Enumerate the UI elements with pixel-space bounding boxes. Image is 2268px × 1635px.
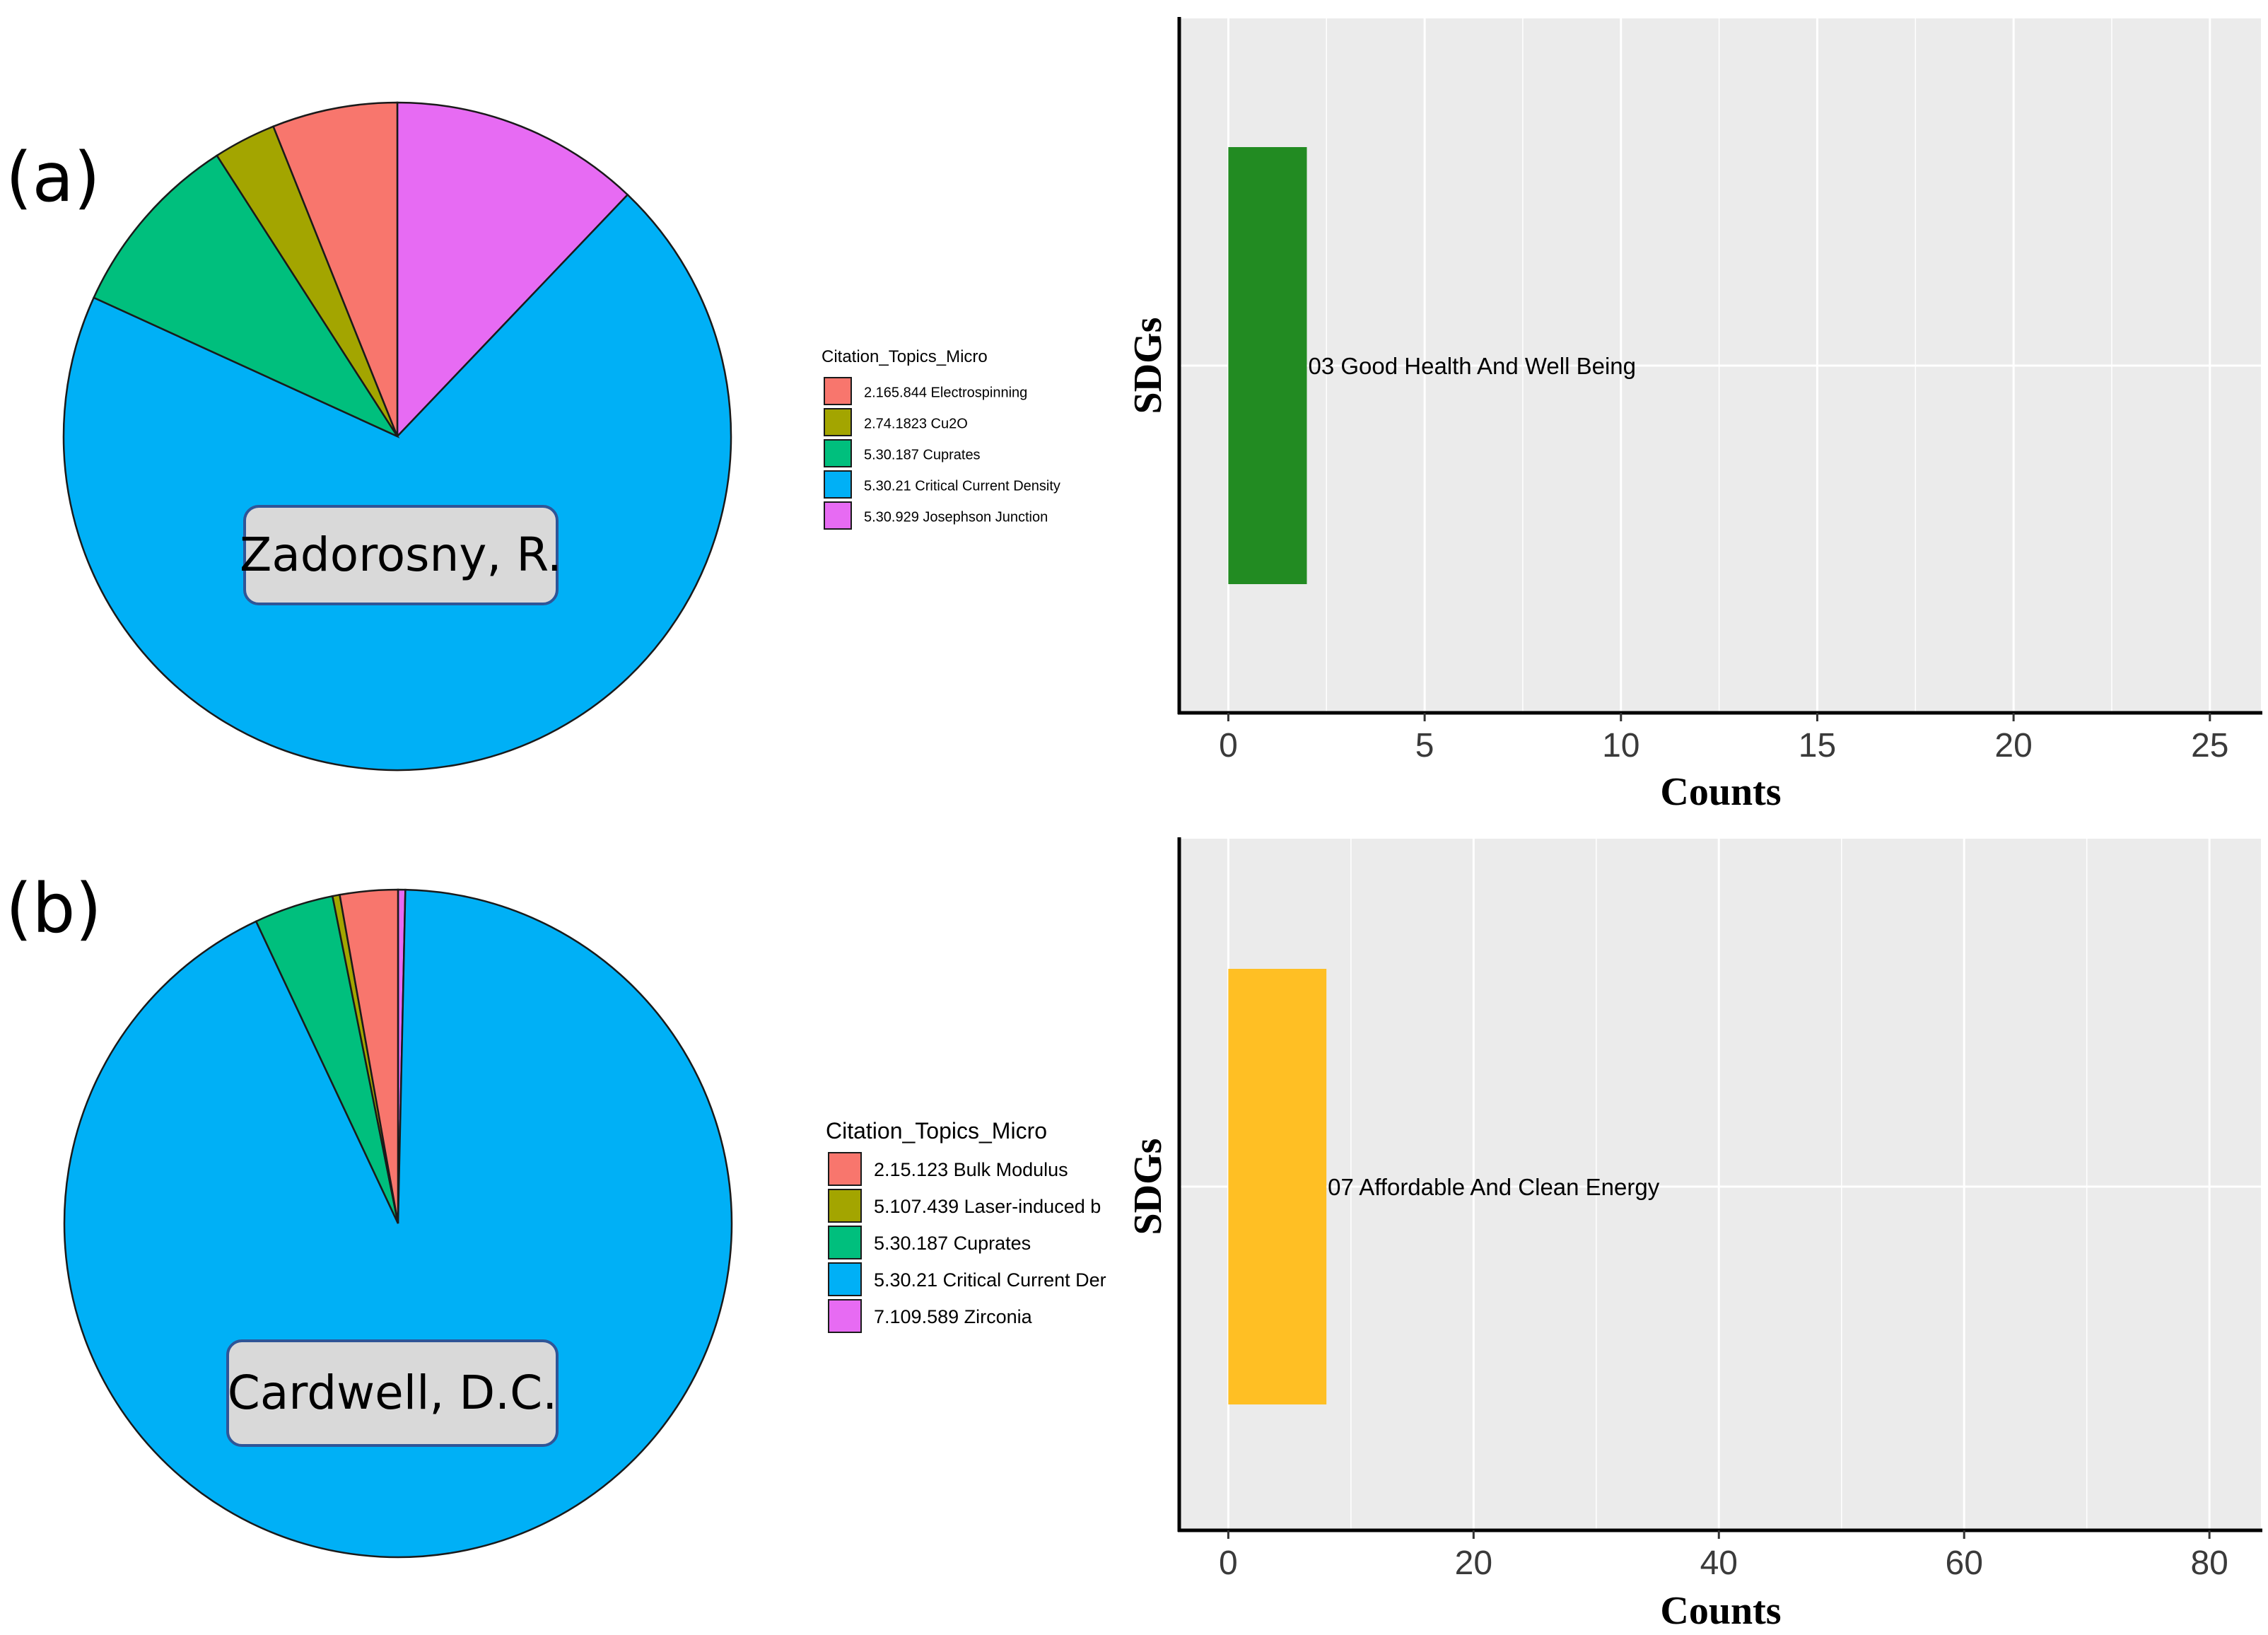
bar-b-tick-label-20: 20 <box>1455 1544 1492 1582</box>
pie-a-slice-2-165-844-electrospinning <box>271 101 399 437</box>
bar-b-tick-label-0: 0 <box>1219 1544 1238 1582</box>
bar-b-x-axis-title: Counts <box>1660 1589 1781 1633</box>
panel-a: (a) Zadorosny, R. Citation_Topics_Micro … <box>6 17 2262 814</box>
legend-a-key-2-165-844-electrospinning <box>824 377 852 405</box>
panel-b: (b) Cardwell, D.C. Citation_Topics_Micro… <box>6 837 2262 1633</box>
legend-a-label-5-30-929-josephson-junction: 5.30.929 Josephson Junction <box>864 509 1048 525</box>
author-box-a-bg <box>243 505 559 605</box>
pie-a-slice-5-30-929-josephson-junction <box>396 101 629 439</box>
legend-a-key-2-74-1823-cu2o <box>824 408 852 436</box>
bar-chart-b: 07 Affordable And Clean Energy 0 20 40 60 80… <box>1126 837 2262 1633</box>
legend-b: Citation_Topics_Micro 2.15.123 Bulk Modu… <box>826 1118 1106 1333</box>
bar-b-bar-label-07-affordable-and-clean-energy: 07 Affordable And Clean Energy <box>1328 1174 1660 1200</box>
legend-b-key-2-15-123-bulk-modulus <box>828 1152 862 1186</box>
legend-b-label-5-30-187-cuprates: 5.30.187 Cuprates <box>874 1233 1031 1254</box>
legend-b-key-5-107-439-laser-induced-b <box>828 1189 862 1223</box>
author-name-a: Zadorosny, R. <box>240 528 562 582</box>
bar-b-tick-label-60: 60 <box>1946 1544 1983 1582</box>
bar-a-tick-label-25: 25 <box>2191 727 2228 764</box>
pie-chart-b <box>63 888 733 1559</box>
legend-a-title: Citation_Topics_Micro <box>822 347 988 366</box>
author-name-b: Cardwell, D.C. <box>228 1366 557 1420</box>
legend-b-label-2-15-123-bulk-modulus: 2.15.123 Bulk Modulus <box>874 1159 1068 1180</box>
bar-b-tick-label-80: 80 <box>2190 1544 2228 1582</box>
panel-a-label: (a) <box>6 138 100 217</box>
bar-a-y-axis-title: SDGs <box>1126 318 1170 414</box>
legend-b-key-5-30-187-cuprates <box>828 1226 862 1259</box>
bar-b-bar-07-affordable-and-clean-energy <box>1228 969 1327 1404</box>
legend-b-label-5-107-439-laser-induced-b: 5.107.439 Laser-induced b <box>874 1196 1101 1217</box>
pie-a-slice-5-30-187-cuprates <box>92 154 400 438</box>
bar-a-ticks: 0 5 10 15 20 25 <box>1219 713 2228 764</box>
bar-a-tick-label-5: 5 <box>1415 727 1434 764</box>
bar-a-bar-label-03-good-health-and-well-being: 03 Good Health And Well Being <box>1308 353 1636 379</box>
legend-a-label-5-30-187-cuprates: 5.30.187 Cuprates <box>864 447 981 462</box>
legend-b-key-5-30-21-critical-current-der <box>828 1262 862 1296</box>
legend-a-label-2-74-1823-cu2o: 2.74.1823 Cu2O <box>864 416 968 431</box>
bar-a-gridlines <box>1179 18 2261 713</box>
legend-a-key-5-30-21-critical-current-density <box>824 470 852 499</box>
bar-a-tick-label-15: 15 <box>1799 727 1836 764</box>
pie-b-slice-2-15-123-bulk-modulus <box>339 888 399 1224</box>
bar-b-plot-background <box>1179 839 2261 1530</box>
panel-b-label: (b) <box>6 869 102 948</box>
bar-a-bars: 03 Good Health And Well Being <box>1228 147 1636 584</box>
legend-a-label-2-165-844-electrospinning: 2.165.844 Electrospinning <box>864 385 1027 400</box>
legend-b-key-7-109-589-zirconia <box>828 1299 862 1333</box>
bar-chart-a: 03 Good Health And Well Being 0 5 10 15 20 25… <box>1126 17 2262 814</box>
bar-b-tick-label-40: 40 <box>1700 1544 1738 1582</box>
pie-chart-a <box>62 101 732 772</box>
legend-a-key-5-30-187-cuprates <box>824 439 852 467</box>
bar-a-x-axis-title: Counts <box>1660 770 1781 814</box>
legend-a-key-5-30-929-josephson-junction <box>824 501 852 530</box>
bar-b-ticks: 0 20 40 60 80 <box>1219 1530 2228 1582</box>
legend-a-label-5-30-21-critical-current-density: 5.30.21 Critical Current Density <box>864 478 1060 494</box>
bar-b-bars: 07 Affordable And Clean Energy <box>1228 969 1660 1404</box>
legend-b-title: Citation_Topics_Micro <box>826 1118 1047 1144</box>
author-box-a: Zadorosny, R. <box>240 505 562 605</box>
legend-b-label-5-30-21-critical-current-der: 5.30.21 Critical Current Der <box>874 1269 1106 1291</box>
bar-a-tick-label-20: 20 <box>1994 727 2032 764</box>
author-box-b-bg <box>226 1339 559 1447</box>
bar-a-tick-label-0: 0 <box>1219 727 1238 764</box>
bar-b-y-axis-title: SDGs <box>1126 1139 1170 1235</box>
legend-a: Citation_Topics_Micro 2.165.844 Electros… <box>822 347 1060 530</box>
bar-a-bar-03-good-health-and-well-being <box>1228 147 1307 584</box>
legend-a-items: 2.165.844 Electrospinning 2.74.1823 Cu2O 5… <box>824 377 1060 530</box>
legend-b-items: 2.15.123 Bulk Modulus 5.107.439 Laser-ind… <box>828 1152 1106 1333</box>
author-box-b: Cardwell, D.C. <box>226 1339 559 1447</box>
bar-a-tick-label-10: 10 <box>1602 727 1639 764</box>
pie-a-slice-5-30-21-critical-current-density <box>62 193 732 772</box>
legend-b-label-7-109-589-zirconia: 7.109.589 Zirconia <box>874 1306 1033 1327</box>
